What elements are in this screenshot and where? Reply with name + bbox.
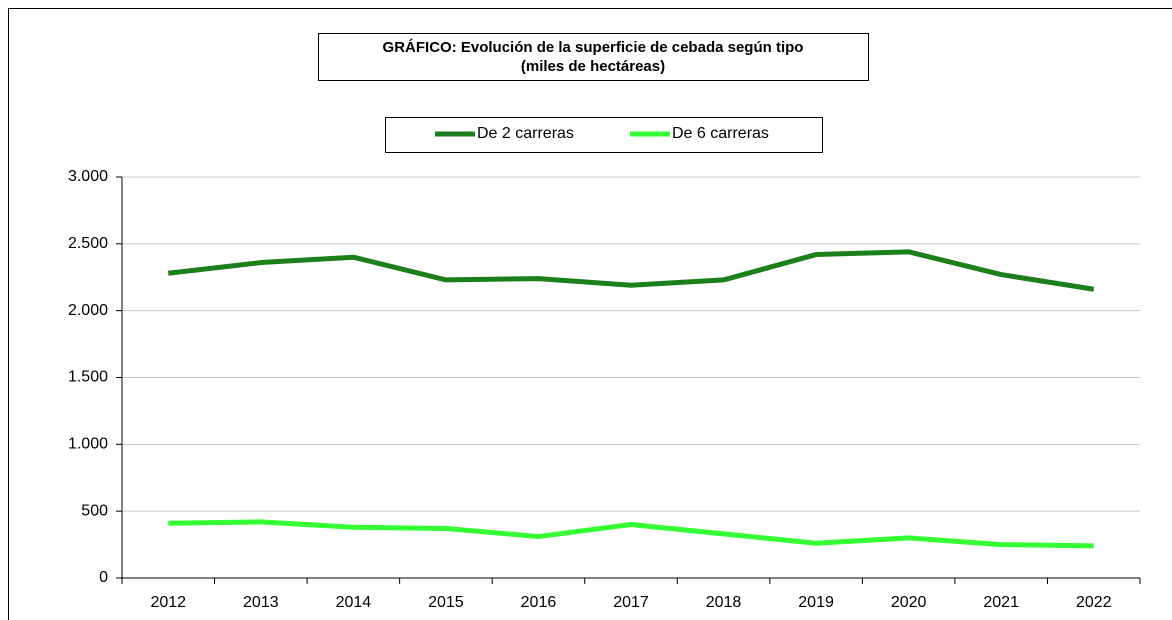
x-tick-label: 2022 [1076, 594, 1112, 611]
x-tick-label: 2019 [798, 594, 834, 611]
legend-label: De 6 carreras [672, 125, 769, 142]
series-line [168, 519, 1094, 549]
title-box [318, 33, 869, 81]
y-tick-label: 2.000 [68, 302, 108, 319]
legend-label: De 2 carreras [477, 125, 574, 142]
x-tick-label: 2018 [706, 594, 742, 611]
x-tick-label: 2020 [891, 594, 927, 611]
chart-subtitle: (miles de hectáreas) [521, 58, 665, 75]
x-tick-label: 2015 [428, 594, 464, 611]
x-tick-label: 2016 [521, 594, 557, 611]
x-tick-label: 2021 [983, 594, 1019, 611]
y-tick-label: 500 [81, 502, 108, 519]
x-tick-label: 2017 [613, 594, 649, 611]
y-tick-label: 0 [99, 569, 108, 586]
chart-title: GRÁFICO: Evolución de la superficie de c… [383, 39, 804, 56]
series-line [167, 249, 1095, 292]
y-tick-label: 1.000 [68, 436, 108, 453]
chart-border [8, 8, 1172, 620]
y-tick-label: 2.500 [68, 235, 108, 252]
x-tick-label: 2012 [150, 594, 186, 611]
y-tick-label: 3.000 [68, 168, 108, 185]
x-tick-label: 2014 [336, 594, 372, 611]
x-tick-label: 2013 [243, 594, 279, 611]
y-tick-label: 1.500 [68, 369, 108, 386]
